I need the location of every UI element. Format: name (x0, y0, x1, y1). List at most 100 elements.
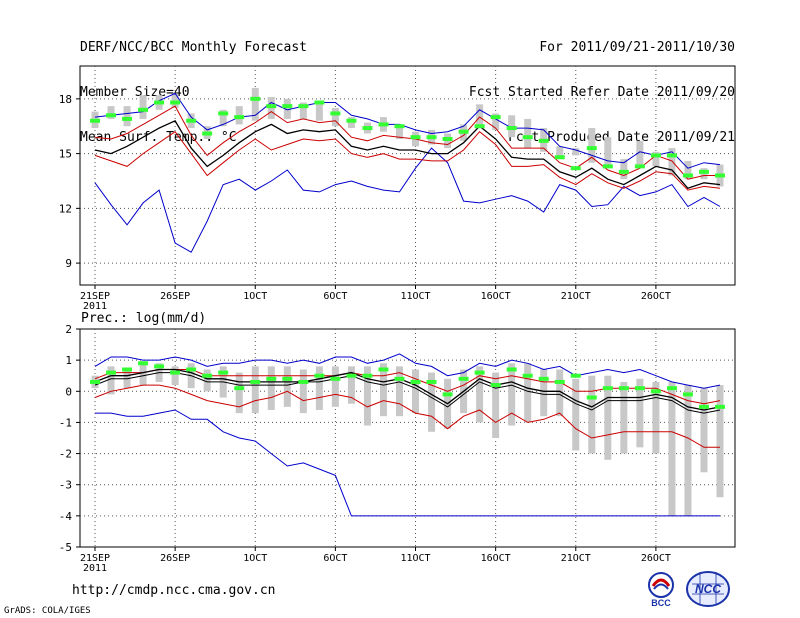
temp-obs-marker (490, 115, 501, 120)
prec-series-spread-low (94, 384, 720, 448)
temp-obs-marker (154, 100, 165, 105)
temp-obs-marker (554, 155, 565, 160)
temp-obs-marker (634, 164, 645, 169)
temp-series-max (94, 92, 721, 169)
grads-credit: GrADS: COLA/IGES (4, 606, 91, 616)
temp-spread-box (524, 118, 532, 149)
temp-spread-box (684, 160, 692, 180)
prec-obs-marker (458, 376, 469, 381)
temp-obs-marker (410, 135, 421, 140)
prec-obs-marker (490, 383, 501, 388)
temp-obs-marker (122, 116, 133, 121)
temp-spread-box (315, 100, 323, 121)
temp-obs-marker (266, 104, 277, 109)
temp-obs-marker (522, 135, 533, 140)
temp-x-tick-label: 21SEP (80, 291, 110, 302)
temp-obs-marker (394, 124, 405, 129)
prec-spread-box (139, 363, 147, 386)
prec-y-tick-label: -5 (59, 541, 72, 554)
temp-y-tick-label: 15 (59, 148, 72, 161)
temp-spread-box (107, 106, 115, 119)
header-right: For 2011/09/21-2011/10/30 Fcst Started R… (469, 10, 735, 160)
temp-series-mean (94, 119, 721, 190)
temp-obs-marker (138, 107, 149, 112)
temp-obs-marker (715, 173, 725, 178)
ncc-logo: NCC (686, 571, 730, 607)
prec-panel-title: Prec.: log(mm/d) (81, 311, 206, 326)
prec-obs-marker (426, 379, 437, 384)
temp-obs-marker (698, 169, 709, 174)
prec-obs-marker (362, 373, 373, 378)
temp-spread-box (251, 87, 259, 121)
prec-obs-marker (682, 392, 693, 397)
prec-series-min (95, 409, 720, 517)
temp-obs-marker (506, 126, 517, 131)
prec-series-mean (94, 368, 721, 411)
temp-obs-marker (298, 104, 309, 109)
temp-x-tick-label: 26SEP (160, 291, 190, 302)
prec-y-tick-label: -4 (59, 510, 73, 523)
temp-spread-box (492, 113, 500, 130)
chart-product-title: DERF/NCC/BCC Monthly Forecast (80, 40, 307, 55)
prec-obs-marker (634, 386, 645, 391)
prec-obs-marker (346, 373, 357, 378)
bcc-logo-text: BCC (651, 598, 671, 608)
prec-spread-box (395, 366, 403, 417)
temp-y-tick-label: 12 (59, 202, 72, 215)
prec-obs-marker (715, 404, 725, 409)
footer-url[interactable]: http://cmdp.ncc.cma.gov.cn (72, 583, 276, 598)
prec-obs-marker (90, 379, 100, 384)
prec-spread-box (716, 385, 724, 498)
prec-spread-box (652, 381, 660, 454)
prec-spread-box (315, 366, 323, 410)
temp-obs-marker (314, 100, 325, 105)
temp-obs-marker (170, 100, 181, 105)
temp-obs-marker (602, 164, 613, 169)
prec-y-tick-label: -2 (59, 448, 72, 461)
temp-spread-box (652, 151, 660, 167)
temp-obs-marker (218, 111, 229, 116)
temp-y-tick-label: 9 (65, 257, 72, 270)
temp-obs-marker (570, 166, 581, 171)
prec-obs-marker (250, 379, 261, 384)
temp-y-tick-label: 18 (59, 93, 72, 106)
prec-spread-box (299, 369, 307, 414)
temp-obs-marker (442, 137, 453, 141)
bcc-logo: BCC (648, 572, 674, 608)
prec-obs-marker (170, 370, 181, 375)
prec-spread-box (412, 369, 420, 414)
temp-obs-marker (378, 122, 389, 127)
temp-x-tick-label: 11OCT (400, 291, 430, 302)
prec-y-tick-label: 1 (65, 354, 72, 367)
prec-y-tick-label: 0 (65, 385, 72, 398)
prec-obs-marker (218, 370, 229, 375)
prec-spread-box (540, 369, 548, 417)
prec-spread-box (620, 381, 628, 454)
temp-obs-marker (346, 118, 357, 123)
prec-obs-marker (618, 386, 629, 391)
prec-y-tick-label: -3 (59, 479, 72, 492)
prec-obs-marker (330, 376, 341, 381)
temp-x-tick-label: 6OCT (323, 291, 347, 302)
temp-spread-box (636, 140, 644, 167)
temp-spread-box (476, 104, 484, 125)
prec-obs-marker (154, 364, 165, 369)
prec-obs-marker (282, 376, 293, 381)
prec-obs-marker (554, 379, 565, 384)
temp-obs-marker (682, 173, 693, 178)
temp-spread-box (139, 95, 147, 119)
prec-x-year-label: 2011 (83, 563, 107, 574)
prec-spread-box (267, 366, 275, 410)
prec-obs-marker (522, 373, 533, 378)
prec-obs-marker (474, 370, 485, 375)
prec-x-tick-label: 21SEP (80, 553, 110, 564)
ncc-logo-text: NCC (695, 582, 721, 596)
prec-x-tick-label: 11OCT (400, 553, 430, 564)
prec-obs-marker (394, 376, 405, 381)
prec-spread-box (668, 381, 676, 516)
temp-obs-marker (586, 146, 597, 151)
temp-spread-box (588, 128, 596, 163)
temp-spread-box (395, 124, 403, 139)
prec-spread-box (171, 366, 179, 386)
prec-spread-box (572, 378, 580, 451)
